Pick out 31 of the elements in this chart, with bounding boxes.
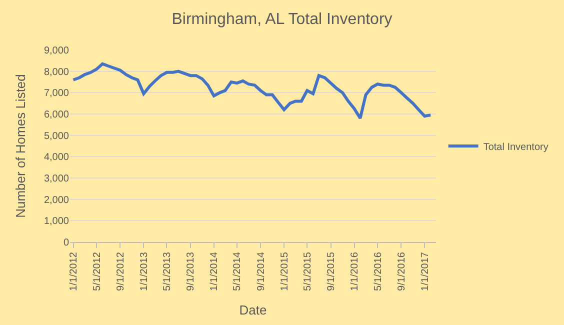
y-tick-label: 3,000 (44, 174, 70, 184)
chart-title: Birmingham, AL Total Inventory (172, 11, 392, 28)
x-tick-label: 1/1/2013 (138, 252, 150, 291)
x-tick-label: 1/1/2014 (209, 252, 220, 291)
line-series (72, 62, 432, 120)
x-tick-label: 1/1/2016 (350, 252, 361, 291)
y-axis-title: Number of Homes Listed (12, 74, 28, 218)
x-tick-label: 9/1/2014 (256, 252, 267, 291)
x-tick-label: 9/1/2013 (186, 252, 197, 291)
y-tick-label: 7,000 (44, 88, 70, 100)
y-tick-label: 1,000 (44, 216, 70, 228)
y-tick-label: 0 (63, 238, 70, 248)
y-tick-label: 4,000 (44, 152, 70, 164)
x-tick-label: 5/1/2016 (372, 252, 384, 291)
x-tick-label: 5/1/2012 (92, 252, 103, 291)
x-axis-title: Date (239, 302, 267, 318)
x-tick-label: 9/1/2012 (115, 252, 126, 291)
y-tick-label: 6,000 (44, 110, 70, 120)
y-tick-label: 5,000 (44, 130, 70, 142)
x-tick-label: 1/1/2017 (420, 252, 431, 291)
x-tick-label: 9/1/2015 (326, 252, 338, 291)
x-tick-label: 5/1/2013 (162, 252, 173, 291)
x-tick-label: 1/1/2012 (68, 252, 80, 291)
y-tick-label: 9,000 (44, 46, 70, 56)
x-tick-label: 1/1/2015 (279, 252, 290, 291)
y-tick-label: 8,000 (44, 66, 70, 78)
y-tick-label: 2,000 (44, 194, 70, 206)
legend-label: Total Inventory (483, 142, 548, 153)
x-tick-label: 5/1/2014 (232, 252, 244, 291)
x-tick-label: 5/1/2015 (302, 252, 314, 291)
x-tick-label: 9/1/2016 (396, 252, 408, 291)
